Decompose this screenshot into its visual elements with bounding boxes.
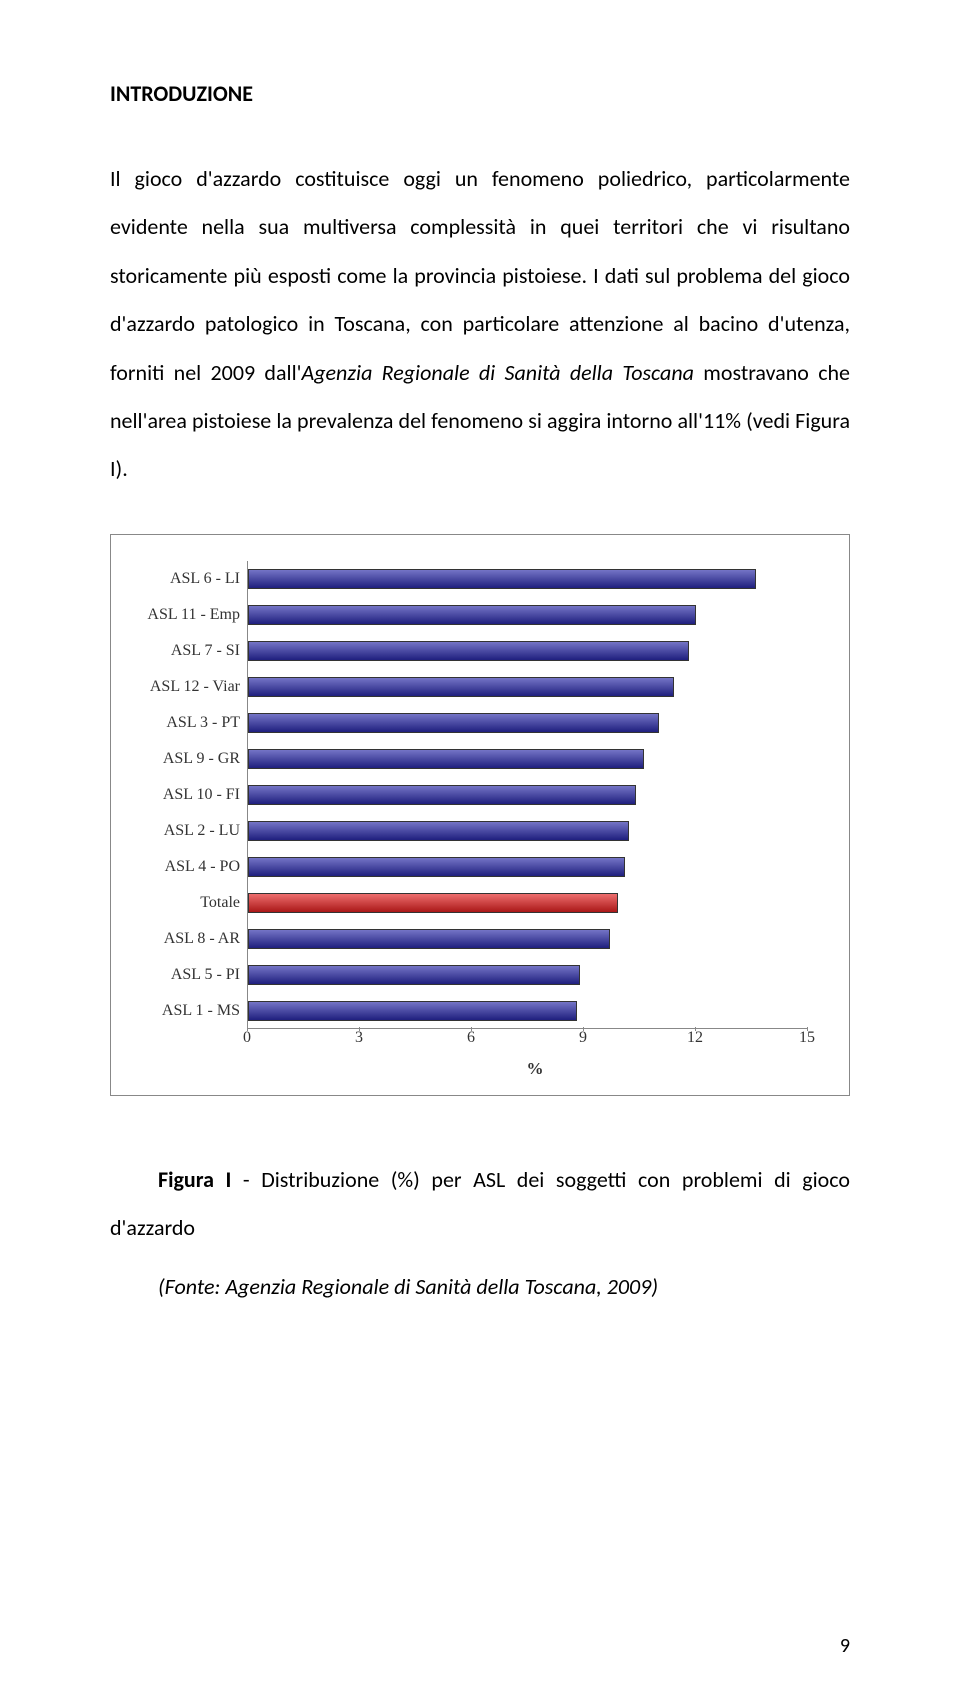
bar-label: ASL 2 - LU [123, 822, 248, 840]
x-tick-label: 3 [355, 1029, 363, 1047]
section-heading: INTRODUZIONE [110, 80, 850, 107]
x-tick-label: 15 [799, 1029, 815, 1047]
figure-label: Figura I [158, 1166, 231, 1193]
bar-row: ASL 11 - Emp [248, 597, 696, 633]
bar-row: ASL 10 - FI [248, 777, 636, 813]
bar-rect [248, 821, 629, 841]
bar-rect [248, 641, 689, 661]
bar-rect [248, 893, 618, 913]
bar-label: ASL 6 - LI [123, 570, 248, 588]
chart-x-title: % [247, 1059, 823, 1079]
x-tick-label: 12 [687, 1029, 703, 1047]
chart-x-ticks: 03691215 [247, 1029, 807, 1055]
bar-rect [248, 713, 659, 733]
figure-source: (Fonte: Agenzia Regionale di Sanità dell… [110, 1263, 850, 1311]
bar-label: ASL 10 - FI [123, 786, 248, 804]
page-number: 9 [840, 1634, 850, 1658]
bar-label: ASL 5 - PI [123, 966, 248, 984]
para-part-a: Il gioco d'azzardo costituisce oggi un f… [110, 165, 850, 386]
bar-row: ASL 2 - LU [248, 813, 629, 849]
chart-plot: ASL 6 - LIASL 11 - EmpASL 7 - SIASL 12 -… [117, 541, 843, 1089]
bar-row: ASL 7 - SI [248, 633, 689, 669]
bar-label: ASL 7 - SI [123, 642, 248, 660]
bar-label: Totale [123, 894, 248, 912]
bar-label: ASL 11 - Emp [123, 606, 248, 624]
bar-rect [248, 569, 756, 589]
bar-rect [248, 605, 696, 625]
bar-row: Totale [248, 885, 618, 921]
figure-caption: Figura I - Distribuzione (%) per ASL dei… [110, 1156, 850, 1253]
bar-rect [248, 785, 636, 805]
bar-row: ASL 5 - PI [248, 957, 580, 993]
intro-paragraph: Il gioco d'azzardo costituisce oggi un f… [110, 155, 850, 494]
x-tick-label: 0 [243, 1029, 251, 1047]
bar-label: ASL 12 - Viar [123, 678, 248, 696]
x-tick-label: 9 [579, 1029, 587, 1047]
bar-row: ASL 12 - Viar [248, 669, 674, 705]
bar-rect [248, 749, 644, 769]
chart-frame: ASL 6 - LIASL 11 - EmpASL 7 - SIASL 12 -… [110, 534, 850, 1096]
bar-row: ASL 6 - LI [248, 561, 756, 597]
bar-label: ASL 9 - GR [123, 750, 248, 768]
bar-row: ASL 4 - PO [248, 849, 625, 885]
bar-label: ASL 8 - AR [123, 930, 248, 948]
bar-row: ASL 3 - PT [248, 705, 659, 741]
chart-bars: ASL 6 - LIASL 11 - EmpASL 7 - SIASL 12 -… [247, 561, 807, 1029]
bar-row: ASL 1 - MS [248, 993, 577, 1029]
x-tick-label: 6 [467, 1029, 475, 1047]
bar-row: ASL 9 - GR [248, 741, 644, 777]
bar-rect [248, 1001, 577, 1021]
bar-rect [248, 677, 674, 697]
bar-label: ASL 4 - PO [123, 858, 248, 876]
bar-rect [248, 857, 625, 877]
bar-row: ASL 8 - AR [248, 921, 610, 957]
bar-rect [248, 965, 580, 985]
bar-label: ASL 1 - MS [123, 1002, 248, 1020]
bar-rect [248, 929, 610, 949]
bar-label: ASL 3 - PT [123, 714, 248, 732]
para-part-b-italic: Agenzia Regionale di Sanità della Toscan… [301, 359, 694, 386]
